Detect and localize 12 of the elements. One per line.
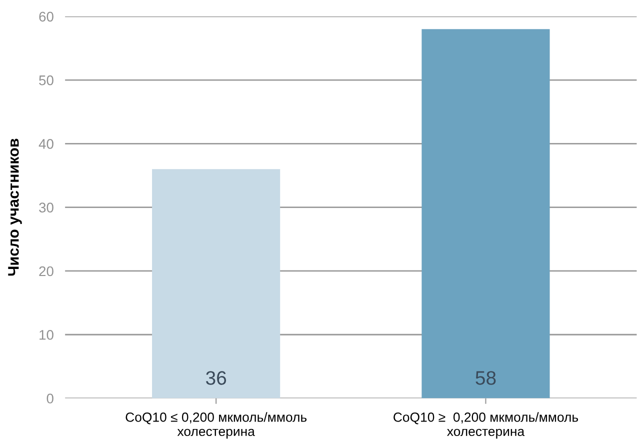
y-tick-label: 50: [39, 75, 54, 86]
y-tick-label: 20: [39, 266, 54, 276]
x-tick-label: CoQ10 ≥ 0,200 мкмоль/ммоль холестерина: [394, 412, 578, 439]
y-tick-label: 0: [46, 394, 54, 404]
y-axis-title: Число участников: [8, 138, 22, 276]
y-tick-label: 40: [38, 139, 54, 149]
y-tick-label: 10: [40, 330, 54, 340]
y-tick-label: 60: [39, 12, 54, 22]
y-tick-label: 30: [39, 202, 54, 213]
x-tick-label: CoQ10 ≤ 0,200 мкмоль/ммоль холестерина: [126, 412, 307, 439]
data-label: 36: [206, 371, 226, 385]
data-label: 58: [476, 371, 496, 385]
